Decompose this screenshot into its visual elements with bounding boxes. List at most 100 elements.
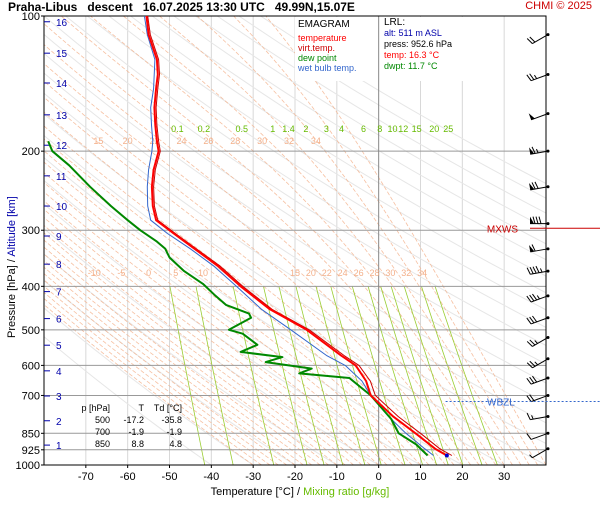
mxws-label: MXWS [487,224,518,235]
mixing-ratio-label: 20 [429,124,439,134]
wind-barb-feather [538,216,542,224]
adiabat-label: 24 [176,136,186,146]
wind-barb-feather [529,294,535,302]
altitude-tick-label: 14 [56,79,68,90]
wind-barb-feather [532,315,538,323]
wind-barb-origin [546,112,550,116]
table-cell: -35.8 [161,415,182,425]
wind-barb-feather [534,181,539,189]
mixing-ratio-label: 2 [303,124,308,134]
x-axis-title: Temperature [°C] / Mixing ratio [g/kg] [0,486,600,498]
wind-barb-feather [531,182,536,190]
table-cell: -1.9 [128,427,144,437]
wind-barb [526,393,550,403]
wind-barb [526,375,550,385]
wind-barb-staff [530,377,549,385]
dry-adiabat-line [238,16,546,199]
wind-barb-origin [546,357,550,361]
wind-barb-feather [535,216,539,224]
wind-barb-staff [532,448,549,459]
legend-item: temperature [298,33,347,43]
x-axis-title-temperature: Temperature [°C] [210,486,294,498]
mixing-ratio-line [434,286,498,465]
wind-barb-feather [526,412,531,420]
adiabat-label: 22 [150,136,160,146]
wind-barb [529,447,550,459]
temperature-tick-label: 20 [456,471,468,483]
moist-adiabat-line [44,239,338,465]
wind-barb-staff [530,394,549,403]
temperature-tick-label: -60 [120,471,136,483]
wbzl-label: WBZL [487,397,515,408]
legend-item: virt.temp. [298,43,336,53]
wind-barb-staff [530,248,549,253]
wind-barb-half-feather [534,74,538,79]
station-name: Praha-Libus [8,0,78,14]
background-lines [44,16,546,465]
wind-barb-origin [546,335,550,339]
wind-barb-staff [530,432,549,440]
wind-barb-staff [532,34,549,45]
altitude-tick-label: 9 [56,232,62,243]
legend-item: dew point [298,53,337,63]
wind-barb-staff [530,317,549,325]
adiabat-label: 10 [198,268,208,278]
x-axis-title-mixing-ratio: Mixing ratio [g/kg] [303,486,390,498]
moist-adiabat-line [44,253,321,465]
wind-barb [529,146,550,155]
adiabat-label: 28 [230,136,240,146]
moist-adiabat-line [44,279,287,465]
wind-barb-staff [532,358,549,369]
lrl-press: press: 952.6 hPa [384,39,453,49]
pressure-tick-label: 400 [22,281,40,293]
adiabat-label: 28 [369,268,379,278]
mixing-ratio-label: 1.4 [282,124,295,134]
dry-adiabat-line [44,179,463,465]
wind-barb-feather [526,433,532,440]
pressure-tick-label: 500 [22,325,40,337]
wind-barb-half-feather [536,295,540,300]
legend: EMAGRAM temperature virt.temp. dew point we… [295,17,377,81]
moist-adiabat-line [44,260,312,465]
wind-barb-half-feather [539,268,543,273]
adiabat-label: 26 [354,268,364,278]
temperature-tick-label: -70 [78,471,94,483]
table-row: 500 -17.2 -35.8 [76,414,186,426]
table-header-t: T [138,403,145,413]
wind-barb-origin [546,247,550,251]
wind-barb [526,33,550,45]
temperature-tick-label: -50 [162,471,178,483]
wind-barb [529,244,550,253]
wind-barb-pennant [529,147,535,155]
mixing-ratio-label: 1 [270,124,275,134]
adiabat-label: 34 [417,268,427,278]
y-axis-title-separator: / [6,256,18,266]
wind-barb-origin [546,431,550,435]
wind-barb-feather [526,341,533,347]
wind-barb-feather [531,244,536,252]
wind-barb-origin [546,415,550,419]
altitude-tick-label: 1 [56,441,62,452]
table-row: 700 -1.9 -1.9 [76,426,186,438]
wind-barb-feather [529,316,535,324]
mixing-ratio-label: 25 [443,124,453,134]
wind-barb-origin [546,73,550,77]
mixing-ratio-label: 10 [388,124,398,134]
wind-barb-half-feather [536,148,539,154]
wind-barb-feather [529,376,535,384]
wind-barb-origin [546,447,550,451]
wind-barb [526,357,550,369]
level-markers: MXWS WBZL [445,224,600,408]
wind-barb-feather [526,267,531,275]
wind-barb [526,293,550,303]
dry-adiabat-line [260,16,546,185]
adiabat-label: 32 [284,136,294,146]
dry-adiabat-line [44,72,546,404]
wind-barb-feather [526,395,532,402]
table-cell: 500 [94,415,110,425]
wind-barb-feather [535,265,540,273]
lrl-title: LRL: [384,17,406,28]
wind-barb [529,181,550,191]
